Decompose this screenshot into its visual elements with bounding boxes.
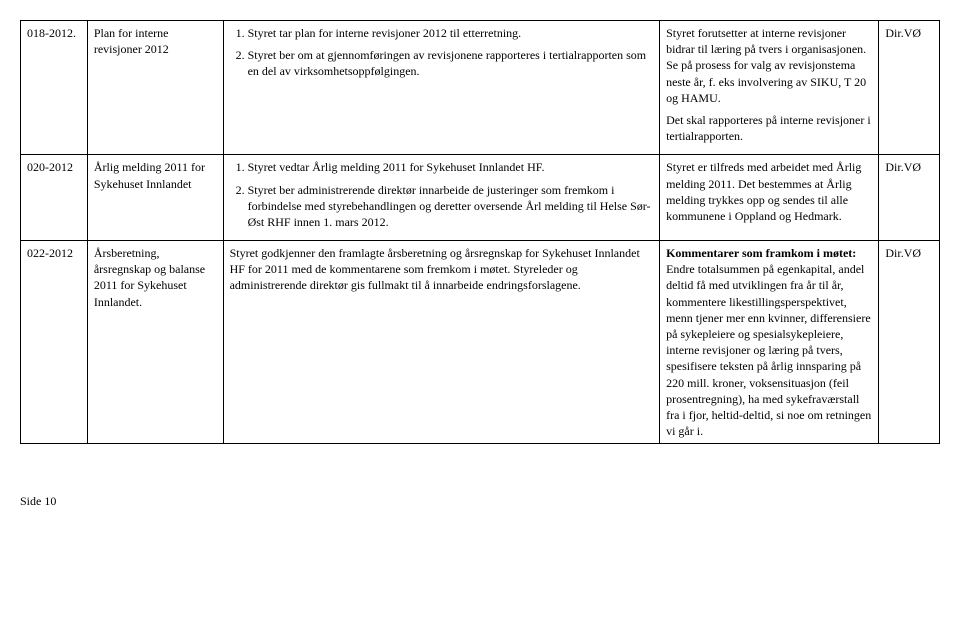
decision-item: Styret tar plan for interne revisjoner 2… bbox=[248, 25, 654, 41]
case-title: Årlig melding 2011 for Sykehuset Innland… bbox=[87, 155, 223, 241]
decision-item: Styret ber om at gjennomføringen av revi… bbox=[248, 47, 654, 79]
case-comment: Styret forutsetter at interne revisjoner… bbox=[660, 21, 879, 155]
comment-para: Det skal rapporteres på interne revisjon… bbox=[666, 112, 872, 144]
comment-heading: Kommentarer som framkom i møtet: bbox=[666, 246, 856, 260]
comment-para: Styret forutsetter at interne revisjoner… bbox=[666, 25, 872, 106]
case-title: Årsberetning, årsregnskap og balanse 201… bbox=[87, 241, 223, 444]
decision-item: Styret vedtar Årlig melding 2011 for Syk… bbox=[248, 159, 654, 175]
protocol-table: 018-2012. Plan for interne revisjoner 20… bbox=[20, 20, 940, 444]
decision-text: Styret godkjenner den framlagte årsberet… bbox=[230, 246, 640, 292]
case-decision: Styret godkjenner den framlagte årsberet… bbox=[223, 241, 660, 444]
comment-para: Styret er tilfreds med arbeidet med Årli… bbox=[666, 159, 872, 224]
case-id: 018-2012. bbox=[21, 21, 88, 155]
case-comment: Styret er tilfreds med arbeidet med Årli… bbox=[660, 155, 879, 241]
case-comment: Kommentarer som framkom i møtet: Endre t… bbox=[660, 241, 879, 444]
table-row: 022-2012 Årsberetning, årsregnskap og ba… bbox=[21, 241, 940, 444]
case-decision: Styret tar plan for interne revisjoner 2… bbox=[223, 21, 660, 155]
table-row: 018-2012. Plan for interne revisjoner 20… bbox=[21, 21, 940, 155]
case-id: 020-2012 bbox=[21, 155, 88, 241]
case-decision: Styret vedtar Årlig melding 2011 for Syk… bbox=[223, 155, 660, 241]
table-row: 020-2012 Årlig melding 2011 for Sykehuse… bbox=[21, 155, 940, 241]
case-responsible: Dir.VØ bbox=[879, 21, 940, 155]
page-footer: Side 10 bbox=[20, 494, 940, 509]
decision-item: Styret ber administrerende direktør inna… bbox=[248, 182, 654, 231]
case-responsible: Dir.VØ bbox=[879, 241, 940, 444]
comment-body: Endre totalsummen på egenkapital, andel … bbox=[666, 262, 871, 438]
case-responsible: Dir.VØ bbox=[879, 155, 940, 241]
case-id: 022-2012 bbox=[21, 241, 88, 444]
case-title: Plan for interne revisjoner 2012 bbox=[87, 21, 223, 155]
